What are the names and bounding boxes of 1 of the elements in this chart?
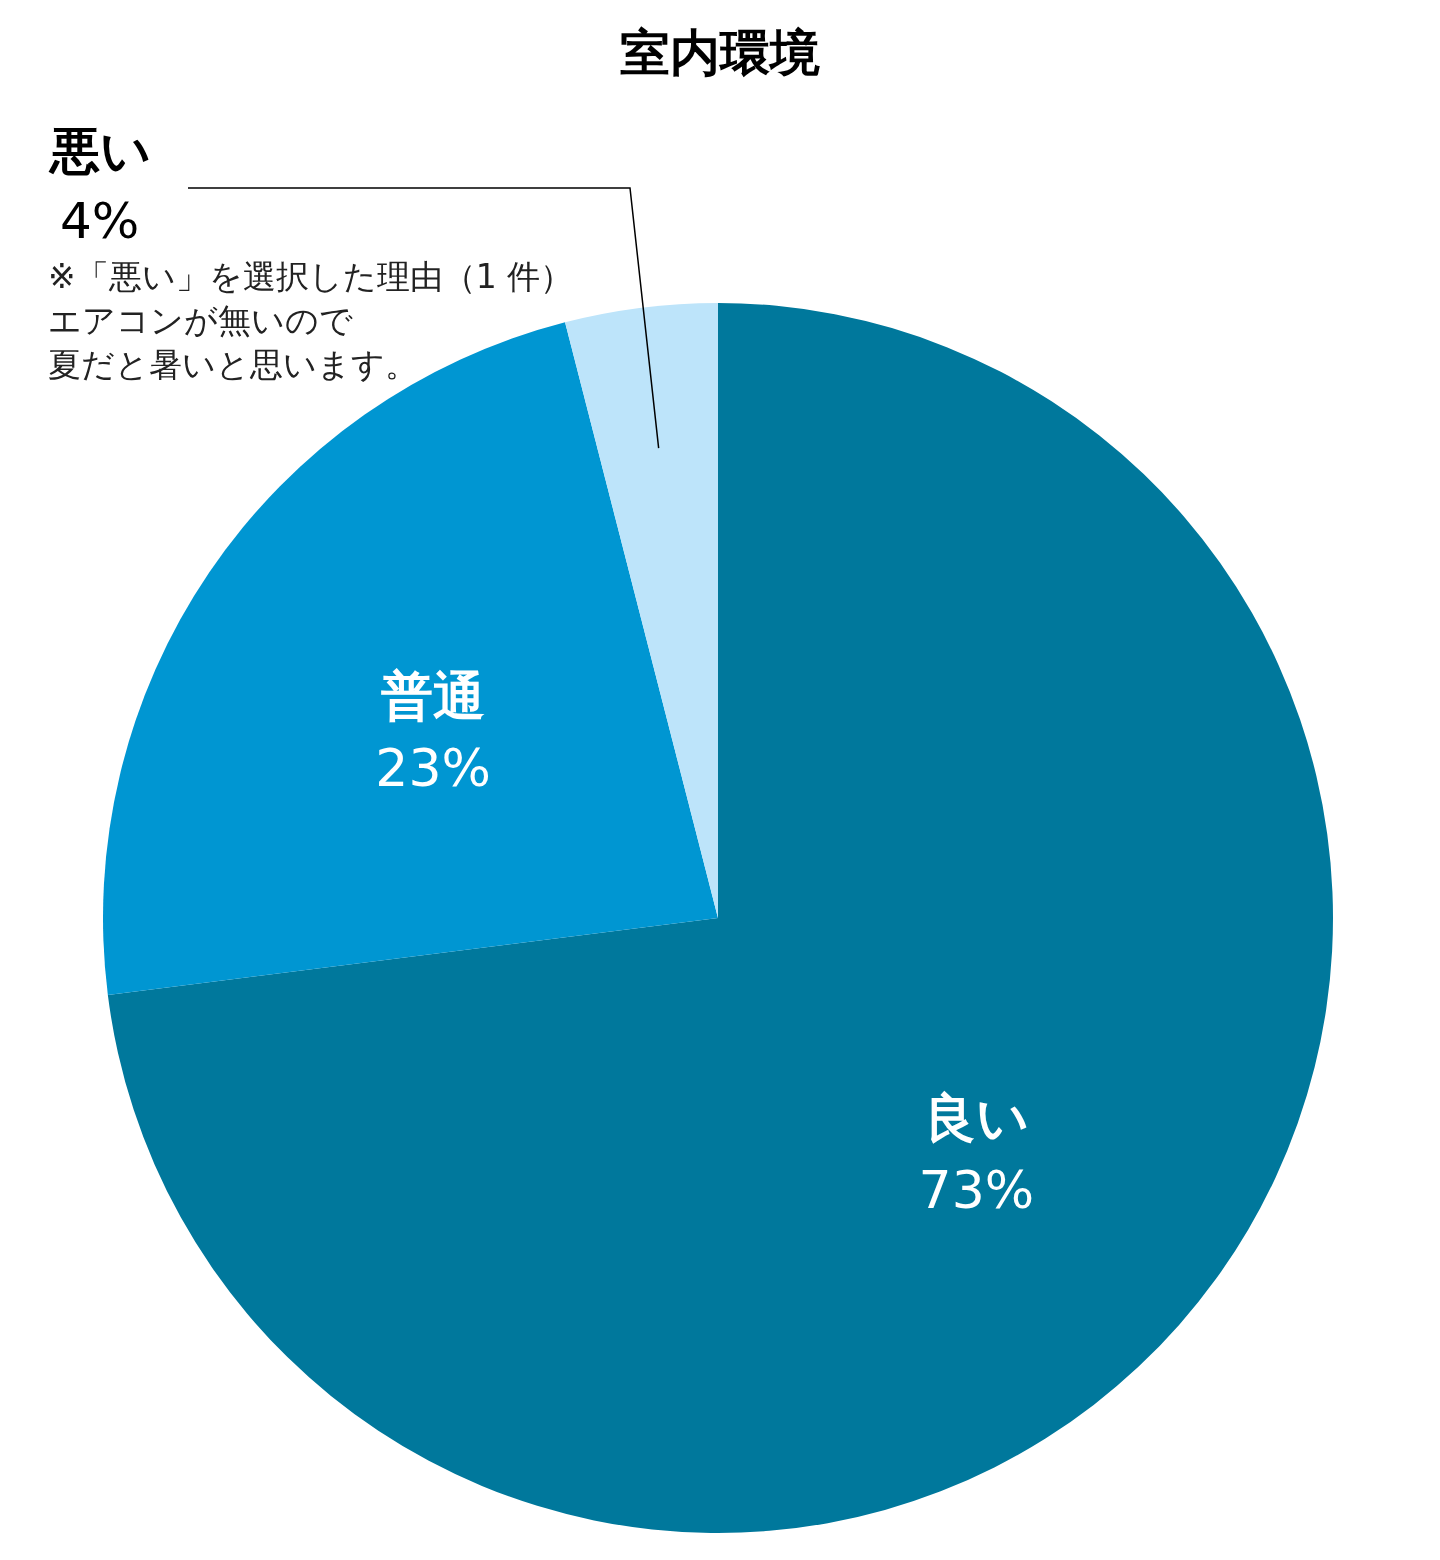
title: 室内環境: [620, 24, 820, 82]
